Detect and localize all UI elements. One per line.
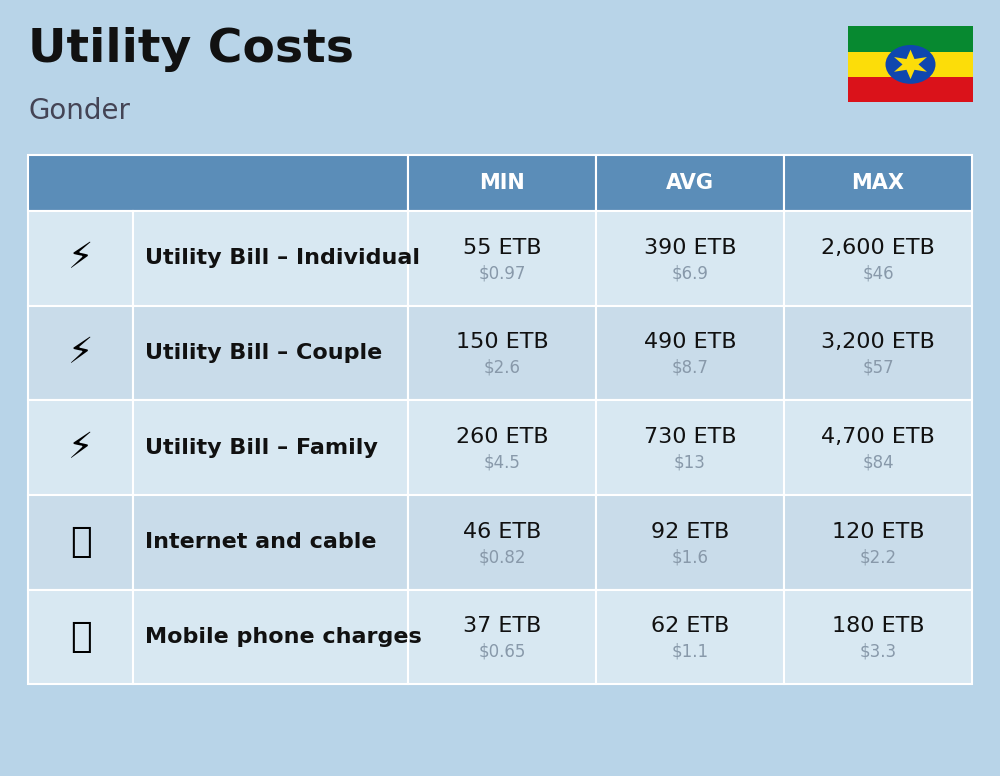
Polygon shape [894,50,927,79]
FancyBboxPatch shape [784,211,972,306]
FancyBboxPatch shape [408,155,596,211]
Text: Mobile phone charges: Mobile phone charges [145,627,422,647]
FancyBboxPatch shape [848,77,973,102]
Text: Gonder: Gonder [28,97,130,125]
FancyBboxPatch shape [596,155,784,211]
Text: 180 ETB: 180 ETB [832,616,924,636]
Text: $0.82: $0.82 [478,548,526,566]
FancyBboxPatch shape [28,155,408,211]
Text: MIN: MIN [479,173,525,193]
Text: Utility Bill – Couple: Utility Bill – Couple [145,343,382,363]
FancyBboxPatch shape [848,26,973,52]
FancyBboxPatch shape [28,211,133,306]
FancyBboxPatch shape [784,155,972,211]
FancyBboxPatch shape [133,211,408,306]
Text: $2.6: $2.6 [484,359,520,377]
FancyBboxPatch shape [408,306,596,400]
Text: $1.1: $1.1 [671,643,709,661]
FancyBboxPatch shape [596,495,784,590]
Text: $57: $57 [862,359,894,377]
Text: $1.6: $1.6 [672,548,708,566]
Text: ⚡: ⚡ [68,336,93,370]
FancyBboxPatch shape [784,306,972,400]
FancyBboxPatch shape [848,52,973,77]
Text: $84: $84 [862,453,894,472]
FancyBboxPatch shape [133,495,408,590]
Text: 📶: 📶 [70,525,91,559]
Text: 120 ETB: 120 ETB [832,521,924,542]
FancyBboxPatch shape [596,211,784,306]
Text: 4,700 ETB: 4,700 ETB [821,427,935,447]
FancyBboxPatch shape [133,306,408,400]
Text: $46: $46 [862,264,894,282]
Text: 150 ETB: 150 ETB [456,332,548,352]
Text: $0.65: $0.65 [478,643,526,661]
Text: $4.5: $4.5 [484,453,520,472]
Text: ⚡: ⚡ [68,431,93,465]
FancyBboxPatch shape [133,590,408,684]
FancyBboxPatch shape [28,306,133,400]
FancyBboxPatch shape [408,211,596,306]
FancyBboxPatch shape [28,495,133,590]
Text: MAX: MAX [852,173,904,193]
Text: 92 ETB: 92 ETB [651,521,729,542]
Text: 📱: 📱 [70,620,91,654]
Text: 260 ETB: 260 ETB [456,427,548,447]
Text: Utility Costs: Utility Costs [28,27,354,72]
Text: 55 ETB: 55 ETB [463,237,541,258]
FancyBboxPatch shape [28,590,133,684]
FancyBboxPatch shape [784,495,972,590]
Text: 490 ETB: 490 ETB [644,332,736,352]
Text: Utility Bill – Family: Utility Bill – Family [145,438,378,458]
FancyBboxPatch shape [408,400,596,495]
FancyBboxPatch shape [596,306,784,400]
Text: 730 ETB: 730 ETB [644,427,736,447]
Text: 390 ETB: 390 ETB [644,237,736,258]
Text: 37 ETB: 37 ETB [463,616,541,636]
Text: $8.7: $8.7 [672,359,708,377]
FancyBboxPatch shape [133,400,408,495]
FancyBboxPatch shape [784,400,972,495]
FancyBboxPatch shape [596,590,784,684]
Text: $2.2: $2.2 [859,548,897,566]
Text: 62 ETB: 62 ETB [651,616,729,636]
FancyBboxPatch shape [408,495,596,590]
Text: $6.9: $6.9 [672,264,708,282]
Text: AVG: AVG [666,173,714,193]
FancyBboxPatch shape [596,400,784,495]
FancyBboxPatch shape [408,590,596,684]
Text: 46 ETB: 46 ETB [463,521,541,542]
Text: $3.3: $3.3 [859,643,897,661]
Circle shape [886,45,936,84]
Text: Utility Bill – Individual: Utility Bill – Individual [145,248,420,268]
FancyBboxPatch shape [28,400,133,495]
Text: 3,200 ETB: 3,200 ETB [821,332,935,352]
FancyBboxPatch shape [784,590,972,684]
Text: Internet and cable: Internet and cable [145,532,376,553]
Text: $0.97: $0.97 [478,264,526,282]
Text: ⚡: ⚡ [68,241,93,275]
Text: 2,600 ETB: 2,600 ETB [821,237,935,258]
Text: $13: $13 [674,453,706,472]
